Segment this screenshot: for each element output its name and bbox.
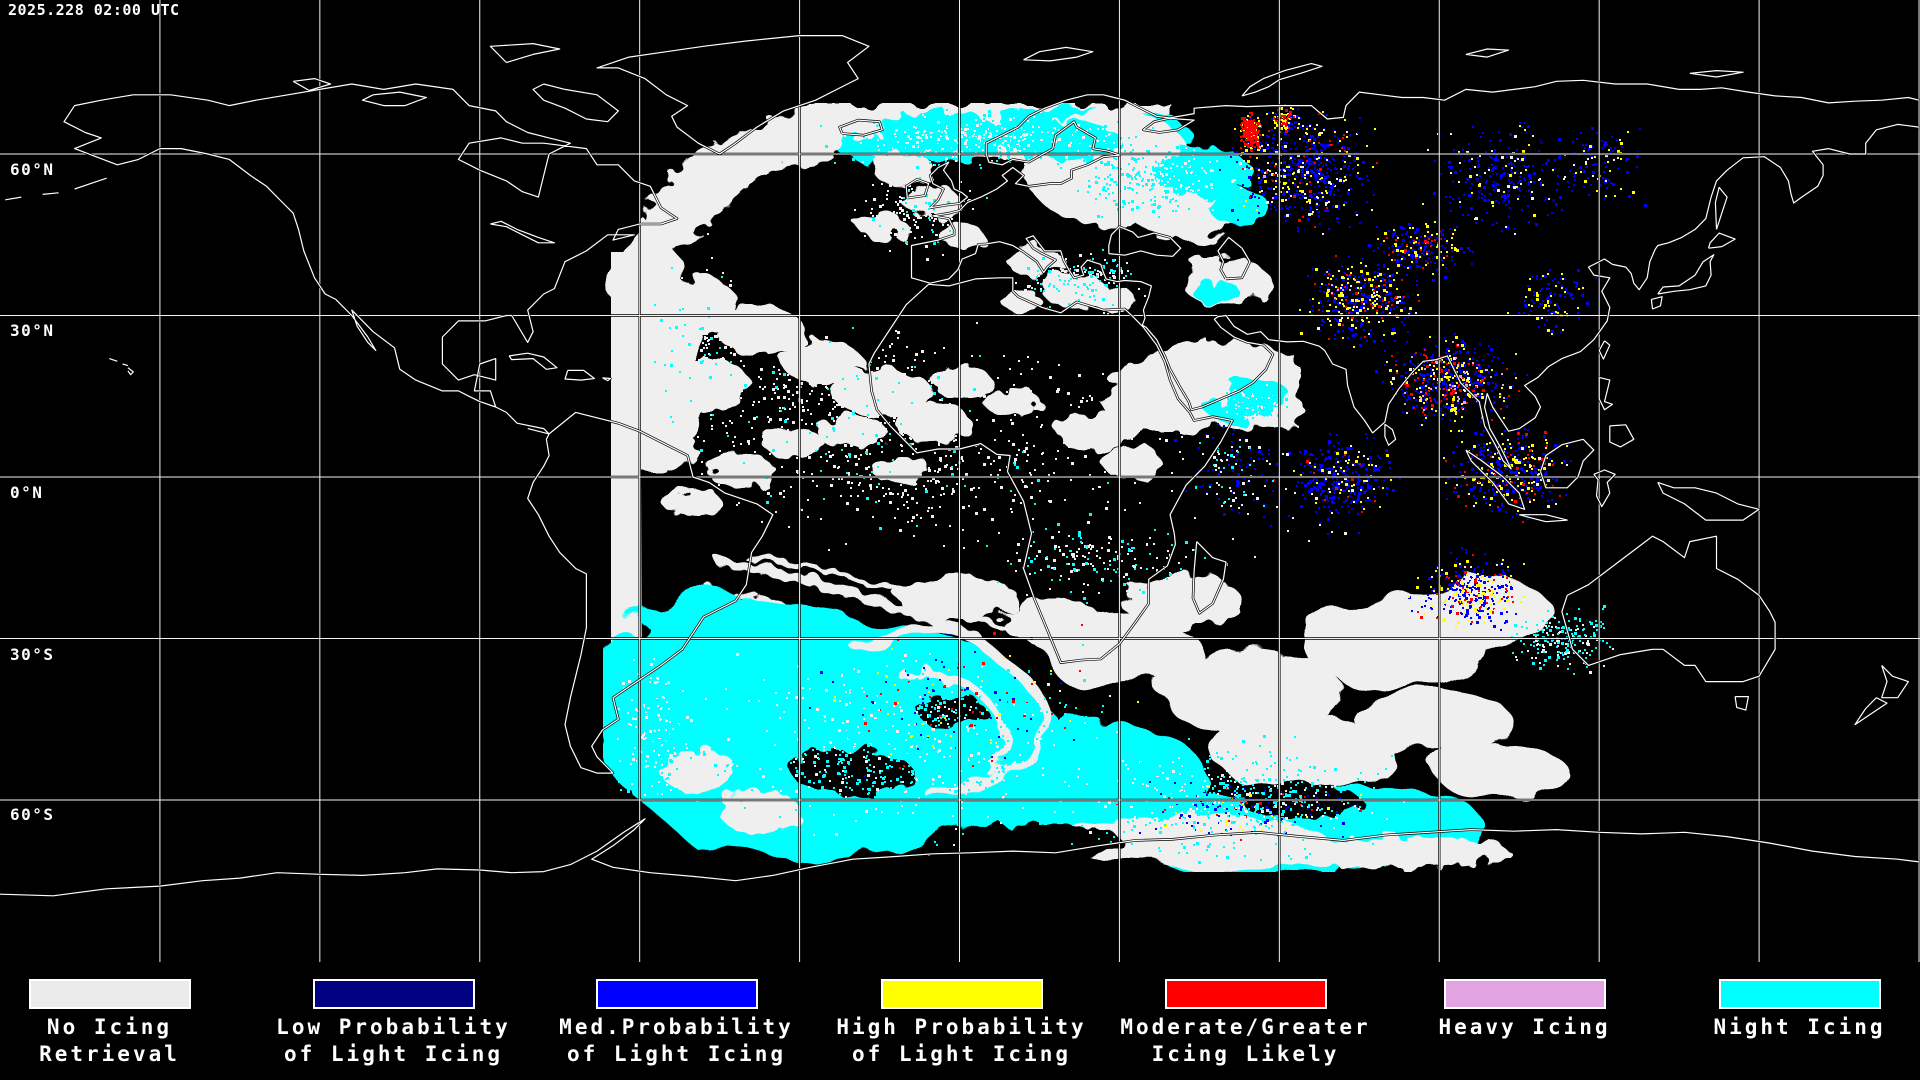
icing-speckle-layer xyxy=(614,104,1647,864)
latitude-label-0n: 0°N xyxy=(10,483,44,502)
timestamp: 2025.228 02:00 UTC xyxy=(8,1,180,19)
legend-label-moderate: Moderate/Greater Icing Likely xyxy=(1120,1015,1371,1066)
legend-swatch-moderate xyxy=(1164,979,1327,1009)
legend-label-med-prob: Med.Probability of Light Icing xyxy=(559,1015,794,1066)
latitude-label-30n: 30°N xyxy=(10,321,55,340)
legend-swatch-med-prob xyxy=(595,979,758,1009)
legend-swatch-low-prob xyxy=(312,979,475,1009)
legend-swatch-night xyxy=(1718,979,1881,1009)
latitude-label-30s: 30°S xyxy=(10,645,55,664)
coastlines xyxy=(0,34,1920,898)
latitude-label-60n: 60°N xyxy=(10,160,55,179)
legend-swatch-no-icing xyxy=(28,979,191,1009)
legend-label-no-icing: No Icing Retrieval xyxy=(39,1015,180,1066)
legend-label-low-prob: Low Probability of Light Icing xyxy=(276,1015,511,1066)
legend-swatch-heavy xyxy=(1443,979,1606,1009)
legend: No Icing Retrieval Low Probability of Ligh… xyxy=(0,962,1920,1080)
latitude-label-60s: 60°S xyxy=(10,805,55,824)
legend-label-heavy: Heavy Icing xyxy=(1438,1015,1611,1039)
legend-swatch-high-prob xyxy=(880,979,1043,1009)
legend-label-night: Night Icing xyxy=(1713,1015,1886,1039)
legend-label-high-prob: High Probability of Light Icing xyxy=(836,1015,1087,1066)
